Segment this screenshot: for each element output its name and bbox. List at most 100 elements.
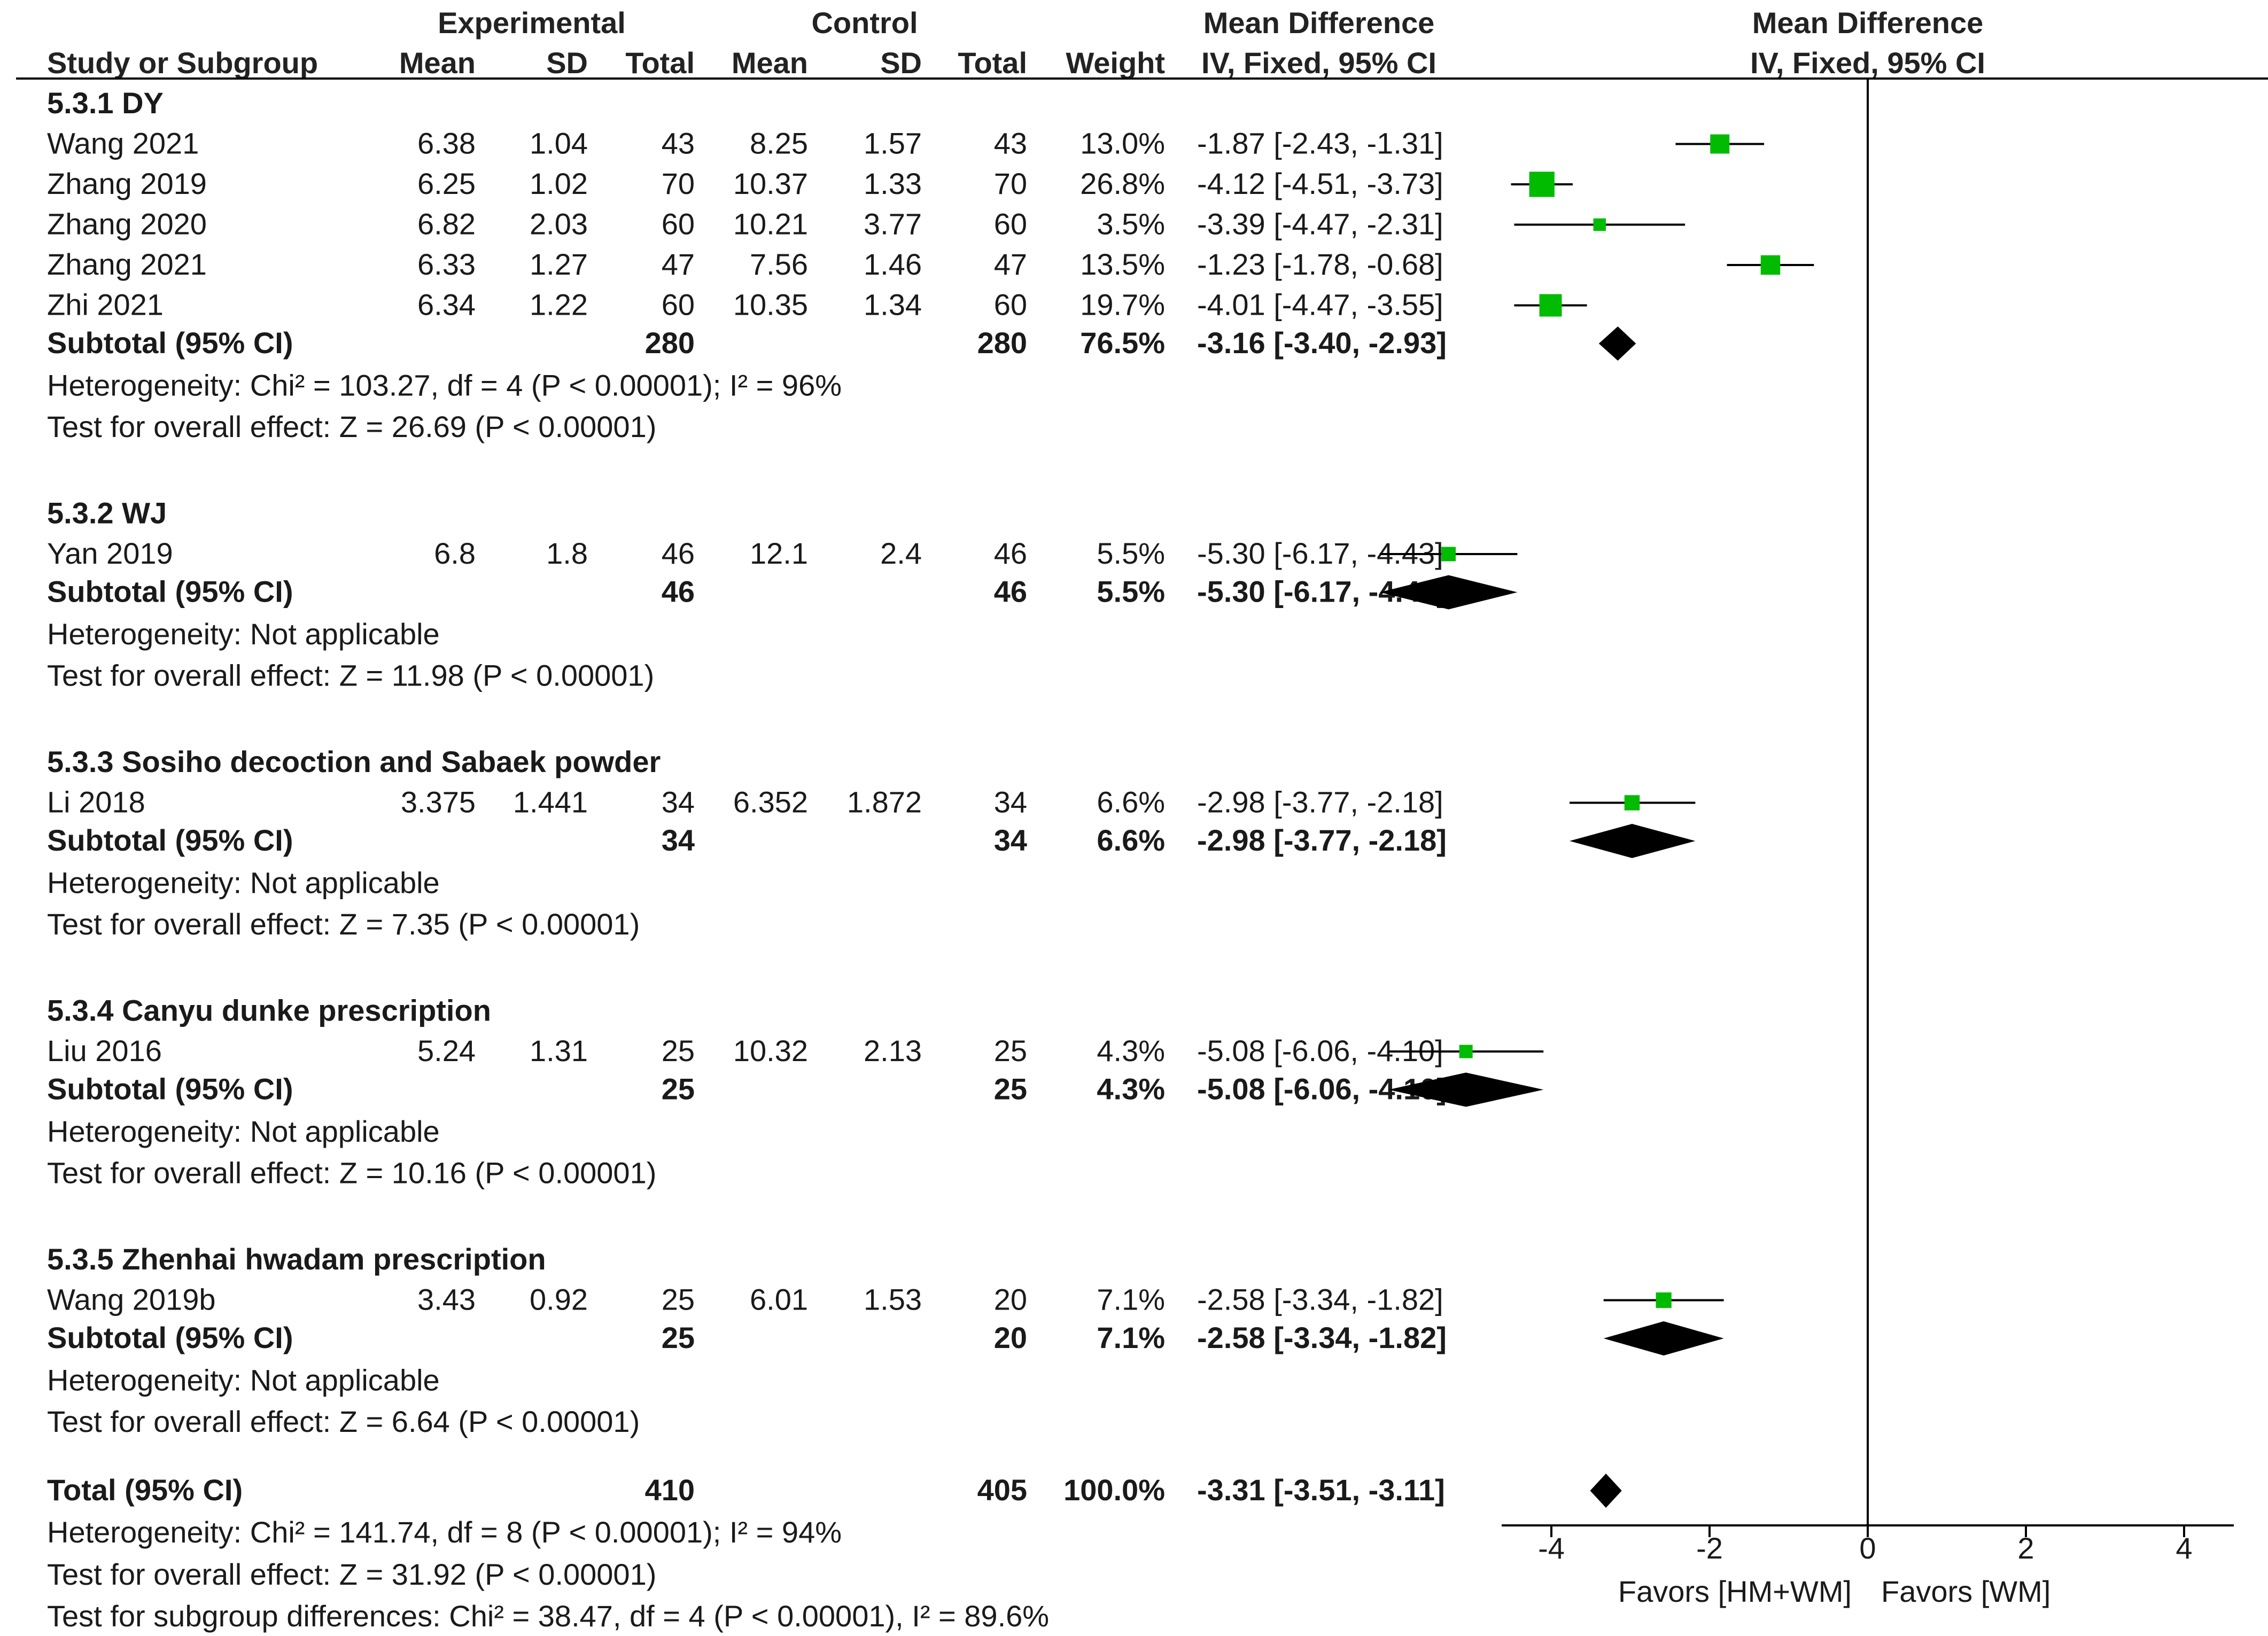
exp-sd: 0.92 xyxy=(530,1283,588,1316)
col-exp-mean: Mean xyxy=(399,46,476,80)
exp-total: 43 xyxy=(662,127,695,160)
overall-effect-text: Test for overall effect: Z = 10.16 (P < … xyxy=(47,1156,656,1190)
col-weight: Weight xyxy=(1066,46,1165,80)
ctrl-total: 43 xyxy=(994,127,1027,160)
subtotal-ctrl-total: 25 xyxy=(994,1072,1027,1106)
col-ctrl-total: Total xyxy=(958,46,1027,80)
subtotal-weight: 7.1% xyxy=(1097,1321,1165,1354)
study-name: Zhang 2020 xyxy=(47,207,207,241)
weight-value: 4.3% xyxy=(1097,1034,1165,1068)
effect-square xyxy=(1624,795,1640,811)
header-mean-difference: Mean Difference xyxy=(1203,6,1435,40)
ctrl-sd: 1.46 xyxy=(864,247,922,281)
col-ctrl-mean: Mean xyxy=(732,46,808,80)
subtotal-exp-total: 34 xyxy=(662,823,695,857)
x-tick-label: 4 xyxy=(2176,1531,2192,1565)
x-tick-label: 2 xyxy=(2017,1531,2034,1565)
subtotal-ctrl-total: 34 xyxy=(994,823,1027,857)
x-tick-label: -2 xyxy=(1696,1531,1723,1565)
x-tick-label: -4 xyxy=(1538,1531,1565,1565)
subtotal-weight: 6.6% xyxy=(1097,823,1165,857)
ctrl-sd: 1.872 xyxy=(847,785,922,819)
ctrl-mean: 12.1 xyxy=(750,536,808,570)
ctrl-sd: 2.13 xyxy=(864,1034,922,1068)
subgroup-title: 5.3.5 Zhenhai hwadam prescription xyxy=(47,1242,546,1276)
subtotal-ci: -2.58 [-3.34, -1.82] xyxy=(1197,1321,1447,1354)
study-name: Wang 2021 xyxy=(47,127,199,160)
ctrl-sd: 1.57 xyxy=(864,127,922,160)
study-name: Li 2018 xyxy=(47,785,145,819)
effect-square xyxy=(1441,547,1456,562)
subtotal-exp-total: 280 xyxy=(645,326,695,360)
overall-effect-text: Test for overall effect: Z = 11.98 (P < … xyxy=(47,659,654,692)
exp-mean: 6.82 xyxy=(417,207,476,241)
exp-mean: 3.375 xyxy=(401,785,476,819)
overall-effect-text: Test for overall effect: Z = 7.35 (P < 0… xyxy=(47,907,640,941)
total-exp-total: 410 xyxy=(645,1473,695,1507)
subtotal-exp-total: 25 xyxy=(662,1072,695,1106)
subtotal-ctrl-total: 46 xyxy=(994,575,1027,609)
col-method: IV, Fixed, 95% CI xyxy=(1201,46,1436,80)
subtotal-label: Subtotal (95% CI) xyxy=(47,823,293,857)
favors-left-label: Favors [HM+WM] xyxy=(1618,1575,1852,1608)
heterogeneity-text: Heterogeneity: Not applicable xyxy=(47,1115,440,1148)
subtotal-weight: 76.5% xyxy=(1080,326,1165,360)
exp-sd: 2.03 xyxy=(530,207,588,241)
heterogeneity-text: Heterogeneity: Chi² = 103.27, df = 4 (P … xyxy=(47,369,842,402)
total-diamond xyxy=(1590,1474,1622,1508)
study-name: Yan 2019 xyxy=(47,536,173,570)
exp-mean: 6.25 xyxy=(417,167,476,200)
exp-total: 34 xyxy=(662,785,695,819)
exp-total: 25 xyxy=(662,1034,695,1068)
weight-value: 3.5% xyxy=(1097,207,1165,241)
header-control: Control xyxy=(811,6,918,40)
subtotal-label: Subtotal (95% CI) xyxy=(47,326,293,360)
total-overall-effect-text: Test for overall effect: Z = 31.92 (P < … xyxy=(47,1557,656,1591)
total-ctrl-total: 405 xyxy=(977,1473,1027,1507)
ci-value: -1.23 [-1.78, -0.68] xyxy=(1197,247,1443,281)
col-exp-total: Total xyxy=(625,46,695,80)
subtotal-exp-total: 25 xyxy=(662,1321,695,1354)
weight-value: 7.1% xyxy=(1097,1283,1165,1316)
total-weight: 100.0% xyxy=(1063,1473,1165,1507)
ctrl-mean: 6.352 xyxy=(733,785,808,819)
ctrl-total: 47 xyxy=(994,247,1027,281)
subtotal-ci: -2.98 [-3.77, -2.18] xyxy=(1197,823,1447,857)
ctrl-sd: 2.4 xyxy=(880,536,922,570)
subgroup-title: 5.3.3 Sosiho decoction and Sabaek powder xyxy=(47,745,661,778)
ci-value: -2.98 [-3.77, -2.18] xyxy=(1197,785,1443,819)
subgroup-differences-text: Test for subgroup differences: Chi² = 38… xyxy=(47,1599,1049,1633)
ctrl-mean: 6.01 xyxy=(750,1283,808,1316)
weight-value: 6.6% xyxy=(1097,785,1165,819)
study-name: Zhang 2021 xyxy=(47,247,207,281)
subtotal-weight: 5.5% xyxy=(1097,575,1165,609)
subtotal-diamond xyxy=(1570,824,1696,858)
subtotal-exp-total: 46 xyxy=(662,575,695,609)
overall-effect-text: Test for overall effect: Z = 26.69 (P < … xyxy=(47,410,656,443)
subtotal-diamond xyxy=(1598,326,1636,361)
effect-square xyxy=(1656,1292,1672,1308)
subtotal-diamond xyxy=(1379,575,1518,610)
ci-value: -4.12 [-4.51, -3.73] xyxy=(1197,167,1443,200)
ctrl-sd: 1.34 xyxy=(864,288,922,322)
exp-total: 47 xyxy=(662,247,695,281)
x-tick-label: 0 xyxy=(1859,1531,1876,1565)
subtotal-ctrl-total: 20 xyxy=(994,1321,1027,1354)
subtotal-diamond xyxy=(1388,1072,1544,1107)
effect-square xyxy=(1593,218,1606,231)
effect-square xyxy=(1529,172,1555,197)
weight-value: 19.7% xyxy=(1080,288,1165,322)
weight-value: 13.5% xyxy=(1080,247,1165,281)
subtotal-weight: 4.3% xyxy=(1097,1072,1165,1106)
exp-sd: 1.04 xyxy=(530,127,588,160)
ctrl-total: 25 xyxy=(994,1034,1027,1068)
total-label: Total (95% CI) xyxy=(47,1473,243,1507)
ctrl-mean: 10.37 xyxy=(733,167,808,200)
exp-mean: 5.24 xyxy=(417,1034,476,1068)
ctrl-sd: 3.77 xyxy=(864,207,922,241)
subgroup-title: 5.3.4 Canyu dunke prescription xyxy=(47,994,491,1027)
ctrl-mean: 7.56 xyxy=(750,247,808,281)
total-ci: -3.31 [-3.51, -3.11] xyxy=(1197,1473,1445,1507)
ctrl-total: 70 xyxy=(994,167,1027,200)
